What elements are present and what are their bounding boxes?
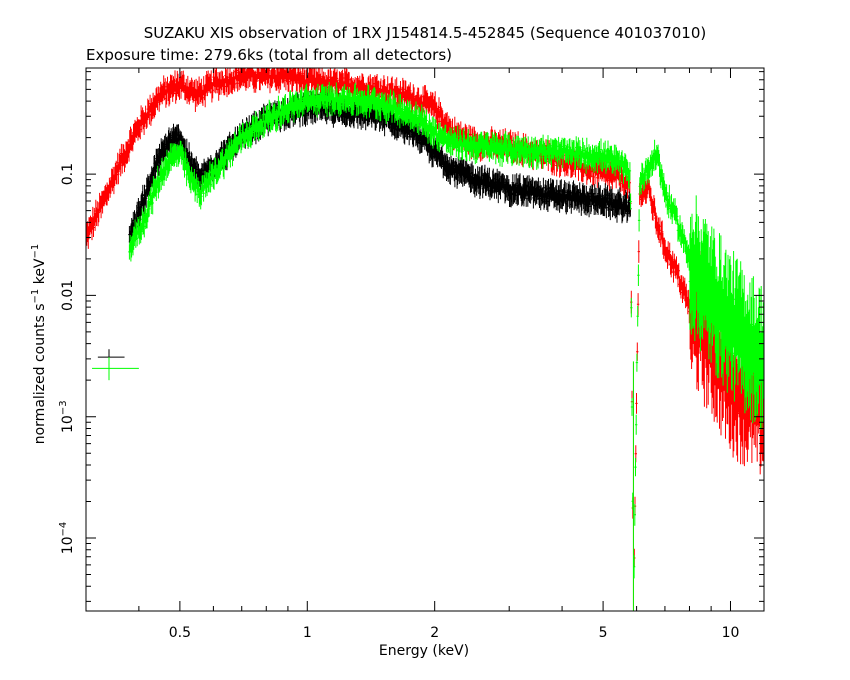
series-2-errorbars	[128, 81, 764, 611]
error-cross-1	[92, 357, 139, 381]
x-tick-label-2: 2	[430, 625, 439, 641]
y-axis-label-base: normalized counts s	[32, 303, 48, 444]
error-crosses	[92, 349, 139, 381]
plot-frame	[85, 67, 765, 612]
y-tick-label-3: 10−4	[58, 522, 76, 555]
tick-marks	[85, 68, 764, 611]
y-axis-label: normalized counts s−1 keV−1	[30, 244, 48, 445]
y-tick-label-1: 0.01	[60, 280, 76, 311]
y-axis-label-mid: keV	[32, 258, 48, 289]
y-tick-label-2: 10−3	[58, 400, 76, 433]
series-2	[128, 81, 764, 611]
y-axis-label-sup2: −1	[30, 244, 41, 259]
plot-area	[86, 68, 764, 611]
chart-subtitle: Exposure time: 279.6ks (total from all d…	[86, 46, 452, 64]
y-tick-label-0: 0.1	[60, 163, 76, 185]
axis-ticks: 0.5 1 2 5 10 0.1 0.01 10−3 10−4	[58, 68, 764, 641]
chart-title: SUZAKU XIS observation of 1RX J154814.5-…	[144, 24, 706, 42]
y-axis-label-sup1: −1	[30, 289, 41, 304]
x-tick-label-0: 0.5	[169, 625, 191, 641]
x-tick-label-1: 1	[303, 625, 312, 641]
error-cross-0	[97, 349, 125, 367]
x-tick-label-3: 5	[599, 625, 608, 641]
x-tick-label-4: 10	[722, 625, 740, 641]
x-axis-label: Energy (keV)	[379, 643, 469, 659]
